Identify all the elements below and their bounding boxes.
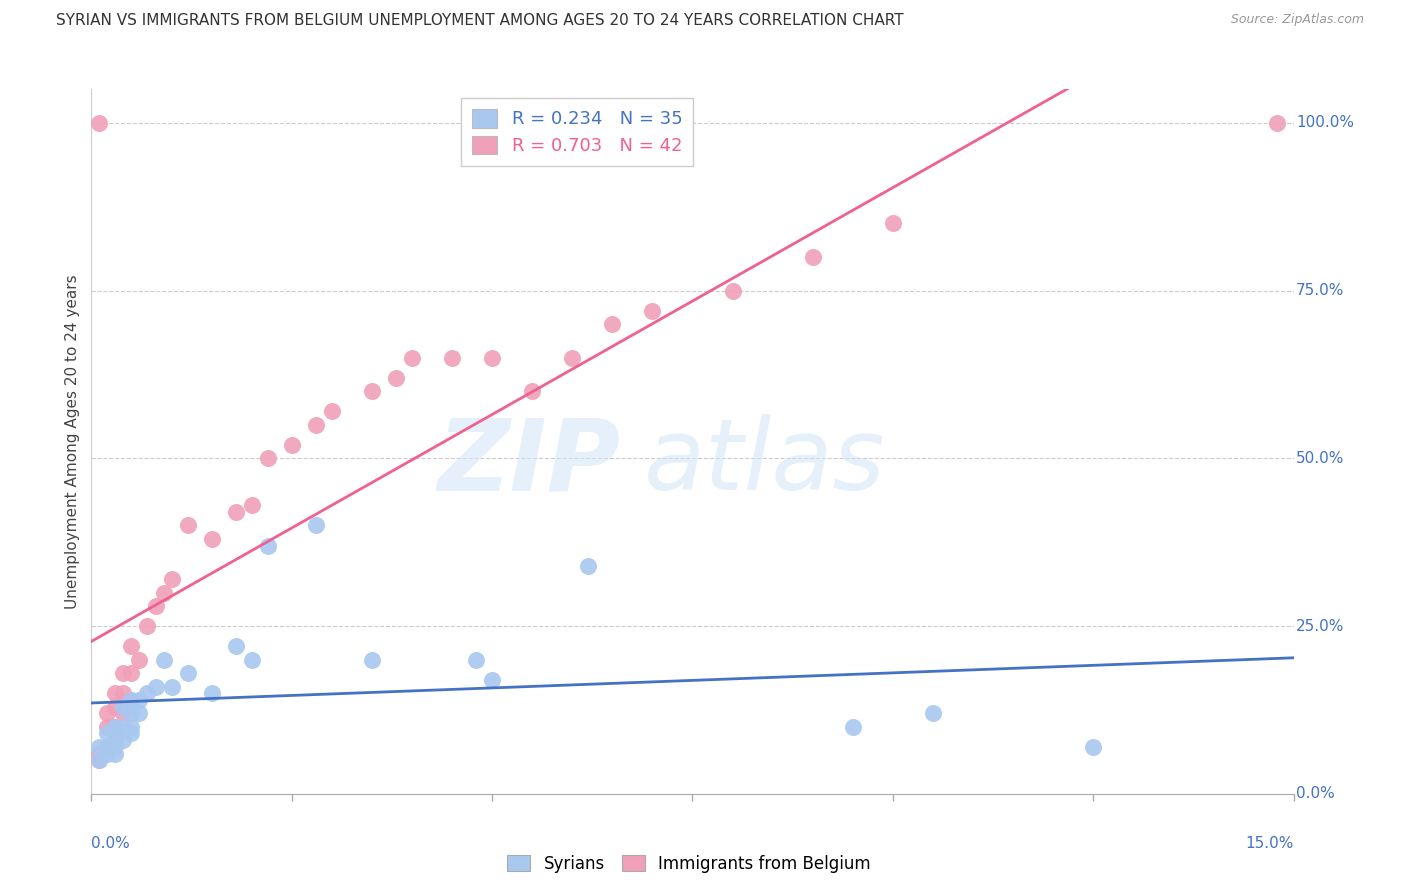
Point xyxy=(360,384,382,399)
Point xyxy=(385,371,408,385)
Point xyxy=(145,599,167,613)
Point xyxy=(256,539,278,553)
Point xyxy=(1267,116,1289,130)
Point xyxy=(481,673,503,687)
Point xyxy=(321,404,343,418)
Point xyxy=(89,747,111,761)
Legend: Syrians, Immigrants from Belgium: Syrians, Immigrants from Belgium xyxy=(501,848,877,880)
Text: SYRIAN VS IMMIGRANTS FROM BELGIUM UNEMPLOYMENT AMONG AGES 20 TO 24 YEARS CORRELA: SYRIAN VS IMMIGRANTS FROM BELGIUM UNEMPL… xyxy=(56,13,904,29)
Point xyxy=(121,706,143,721)
Point xyxy=(152,653,174,667)
Point xyxy=(104,739,127,754)
Point xyxy=(128,653,150,667)
Point xyxy=(96,739,118,754)
Point xyxy=(128,693,150,707)
Point xyxy=(440,351,463,365)
Point xyxy=(121,639,143,653)
Point xyxy=(465,653,488,667)
Point xyxy=(256,451,278,466)
Point xyxy=(576,558,599,573)
Point xyxy=(176,666,198,681)
Point xyxy=(561,351,583,365)
Text: 50.0%: 50.0% xyxy=(1296,450,1344,466)
Point xyxy=(225,505,247,519)
Point xyxy=(922,706,945,721)
Text: ZIP: ZIP xyxy=(437,414,620,511)
Point xyxy=(176,518,198,533)
Legend: R = 0.234   N = 35, R = 0.703   N = 42: R = 0.234 N = 35, R = 0.703 N = 42 xyxy=(461,98,693,166)
Point xyxy=(145,680,167,694)
Point xyxy=(225,639,247,653)
Point xyxy=(104,686,127,700)
Point xyxy=(841,720,863,734)
Point xyxy=(201,532,224,546)
Point xyxy=(522,384,544,399)
Point xyxy=(721,284,744,298)
Point xyxy=(112,666,135,681)
Point xyxy=(152,585,174,599)
Point xyxy=(641,303,664,318)
Point xyxy=(602,317,624,331)
Point xyxy=(89,753,111,767)
Text: 100.0%: 100.0% xyxy=(1296,115,1354,130)
Point xyxy=(360,653,382,667)
Point xyxy=(96,706,118,721)
Point xyxy=(96,720,118,734)
Point xyxy=(89,116,111,130)
Point xyxy=(401,351,423,365)
Text: 15.0%: 15.0% xyxy=(1246,836,1294,851)
Point xyxy=(1083,739,1105,754)
Point xyxy=(112,720,135,734)
Text: atlas: atlas xyxy=(644,414,886,511)
Point xyxy=(160,680,183,694)
Point xyxy=(136,686,159,700)
Text: Source: ZipAtlas.com: Source: ZipAtlas.com xyxy=(1230,13,1364,27)
Point xyxy=(104,699,127,714)
Point xyxy=(104,733,127,747)
Point xyxy=(104,747,127,761)
Point xyxy=(240,498,263,512)
Point xyxy=(305,417,328,432)
Point xyxy=(96,747,118,761)
Point xyxy=(89,753,111,767)
Point xyxy=(96,739,118,754)
Point xyxy=(136,619,159,633)
Point xyxy=(121,726,143,740)
Point xyxy=(160,572,183,586)
Point xyxy=(96,726,118,740)
Text: 0.0%: 0.0% xyxy=(1296,787,1334,801)
Text: 75.0%: 75.0% xyxy=(1296,283,1344,298)
Text: 0.0%: 0.0% xyxy=(91,836,131,851)
Y-axis label: Unemployment Among Ages 20 to 24 years: Unemployment Among Ages 20 to 24 years xyxy=(65,274,80,609)
Point xyxy=(128,706,150,721)
Point xyxy=(112,706,135,721)
Text: 25.0%: 25.0% xyxy=(1296,618,1344,633)
Point xyxy=(305,518,328,533)
Point xyxy=(112,733,135,747)
Point xyxy=(104,726,127,740)
Point xyxy=(112,686,135,700)
Point xyxy=(281,438,304,452)
Point xyxy=(121,693,143,707)
Point xyxy=(112,699,135,714)
Point xyxy=(104,720,127,734)
Point xyxy=(801,250,824,264)
Point xyxy=(121,693,143,707)
Point xyxy=(121,666,143,681)
Point xyxy=(89,739,111,754)
Point xyxy=(121,720,143,734)
Point xyxy=(481,351,503,365)
Point xyxy=(104,720,127,734)
Point xyxy=(882,216,904,230)
Point xyxy=(201,686,224,700)
Point xyxy=(240,653,263,667)
